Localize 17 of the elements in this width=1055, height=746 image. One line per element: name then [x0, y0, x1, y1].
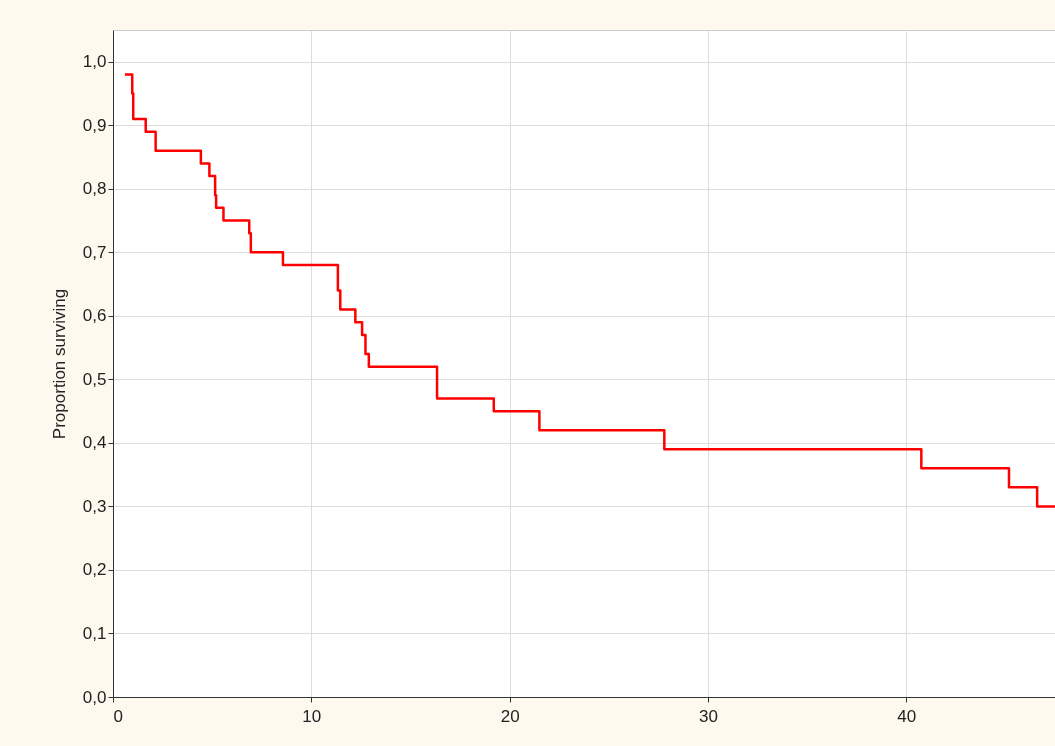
y-tick-label: 1,0	[82, 52, 107, 72]
y-tick-label: 0,9	[82, 115, 107, 135]
y-tick-label: 0,4	[82, 433, 107, 453]
y-tick-label: 0,8	[82, 179, 107, 199]
x-tick-label: 40	[897, 706, 917, 726]
y-tick-label: 0,6	[82, 306, 107, 326]
y-tick-label: 0,0	[82, 687, 107, 707]
x-tick-label: 30	[698, 706, 718, 726]
y-axis-title: Proportion surviving	[49, 288, 69, 440]
x-tick-label: 10	[302, 706, 322, 726]
y-tick-label: 0,1	[82, 623, 107, 643]
y-tick-label: 0,3	[82, 496, 107, 516]
y-tick-label: 0,2	[82, 560, 107, 580]
x-tick-label: 20	[500, 706, 520, 726]
y-tick-label: 0,7	[82, 242, 107, 262]
x-tick-label: 0	[113, 706, 123, 726]
y-tick-label: 0,5	[82, 369, 107, 389]
